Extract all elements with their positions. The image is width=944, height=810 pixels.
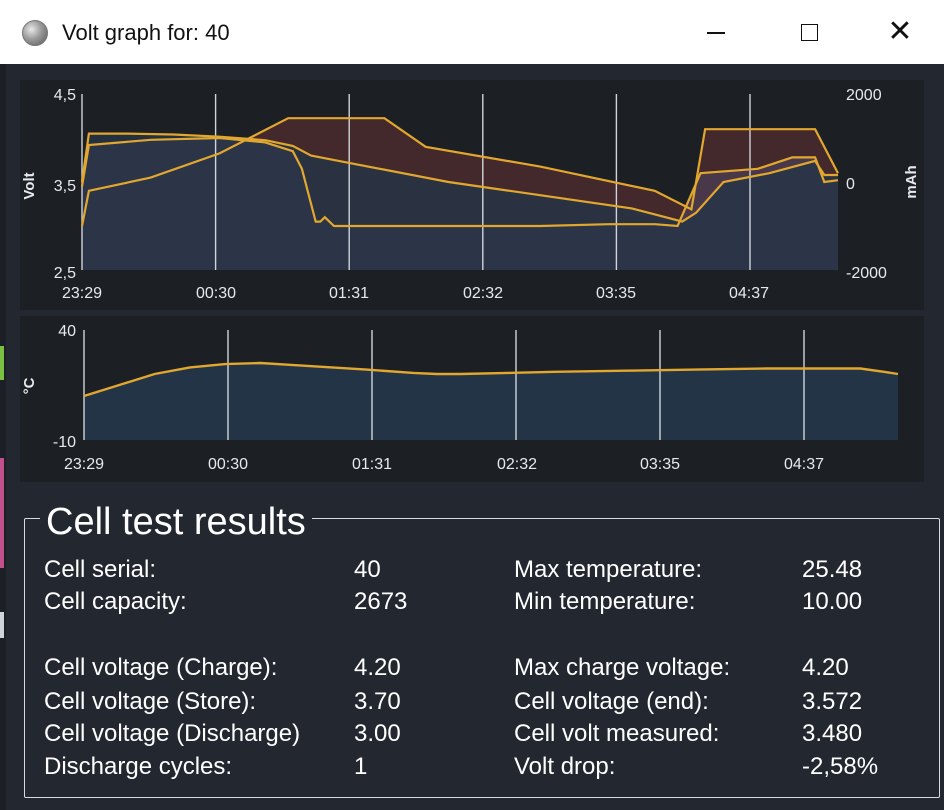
y2-axis-label: mAh (903, 165, 920, 198)
result-value: 4.20 (354, 654, 401, 681)
y-axis-label: °C (21, 377, 38, 394)
y-tick-label: 4,5 (54, 87, 76, 104)
temperature-area (84, 363, 898, 440)
result-label: Cell voltage (Discharge) (44, 720, 301, 747)
result-value: 3.572 (802, 688, 863, 715)
voltage-chart: Volt mAh 4,5 3,5 2,5 2000 0 -2000 23:29 … (21, 87, 920, 302)
y-axis-label: Volt (21, 172, 38, 199)
result-label: Cell voltage (Charge): (44, 654, 278, 681)
minimize-button[interactable] (670, 0, 762, 64)
x-tick-label: 02:32 (497, 456, 537, 473)
x-tick-label: 01:31 (352, 456, 392, 473)
background-window-edge (0, 64, 6, 810)
result-value: 40 (354, 556, 381, 583)
temperature-chart-panel: °C 40 -10 23:29 00:30 01:31 02:32 03:35 … (20, 316, 924, 482)
y2-tick-label: -2000 (846, 265, 887, 282)
result-label: Cell volt measured: (514, 720, 720, 747)
result-value: 3.70 (354, 688, 401, 715)
result-value: 1 (354, 753, 368, 780)
result-label: Cell voltage (Store): (44, 688, 257, 715)
y2-tick-label: 0 (846, 176, 855, 193)
result-label: Max charge voltage: (514, 654, 731, 681)
title-bar[interactable]: Volt graph for: 40 ✕ (0, 0, 944, 64)
charge-level-line (80, 117, 839, 227)
app-globe-icon (22, 20, 48, 46)
x-tick-label: 23:29 (62, 285, 102, 302)
y-tick-label: 3,5 (54, 178, 76, 195)
result-value: 4.20 (802, 654, 849, 681)
result-value: -2,58% (802, 753, 879, 780)
result-value: 3.00 (354, 720, 401, 747)
background-window-accent (0, 612, 4, 638)
capacity-area (82, 133, 838, 270)
x-tick-label: 04:37 (729, 285, 769, 302)
result-label: Min temperature: (514, 588, 696, 615)
minimize-icon (707, 32, 725, 34)
background-window-accent (0, 458, 4, 568)
maximize-icon (800, 23, 818, 41)
x-tick-label: 00:30 (196, 285, 236, 302)
background-window-accent (0, 346, 4, 380)
result-label: Discharge cycles: (44, 753, 233, 780)
close-button[interactable]: ✕ (856, 0, 944, 64)
result-value: 3.480 (802, 720, 863, 747)
voltage-line (80, 136, 839, 228)
maximize-button[interactable] (763, 0, 855, 64)
results-group (24, 518, 940, 798)
temperature-line (83, 361, 899, 398)
x-tick-label: 03:35 (640, 456, 680, 473)
result-label: Cell capacity: (44, 588, 187, 615)
voltage-chart-panel: Volt mAh 4,5 3,5 2,5 2000 0 -2000 23:29 … (20, 80, 924, 310)
y-tick-label: 2,5 (54, 265, 76, 282)
x-tick-label: 02:32 (463, 285, 503, 302)
result-label: Max temperature: (514, 556, 703, 583)
y-tick-label: 40 (58, 323, 76, 340)
results-title: Cell test results (40, 500, 312, 544)
result-value: 2673 (354, 588, 408, 615)
x-tick-label: 03:35 (596, 285, 636, 302)
temperature-chart: °C 40 -10 23:29 00:30 01:31 02:32 03:35 … (21, 323, 899, 473)
close-icon: ✕ (887, 14, 913, 49)
result-label: Volt drop: (514, 753, 616, 780)
x-tick-label: 01:31 (329, 285, 369, 302)
x-tick-label: 23:29 (64, 456, 104, 473)
result-value: 25.48 (802, 556, 863, 583)
capacity-line (80, 132, 838, 223)
result-value: 10.00 (802, 588, 863, 615)
y-tick-label: -10 (53, 434, 76, 451)
x-tick-label: 00:30 (208, 456, 248, 473)
result-label: Cell serial: (44, 556, 157, 583)
x-tick-label: 04:37 (784, 456, 824, 473)
result-label: Cell voltage (end): (514, 688, 709, 715)
y2-tick-label: 2000 (846, 87, 882, 104)
window-title: Volt graph for: 40 (62, 20, 230, 45)
